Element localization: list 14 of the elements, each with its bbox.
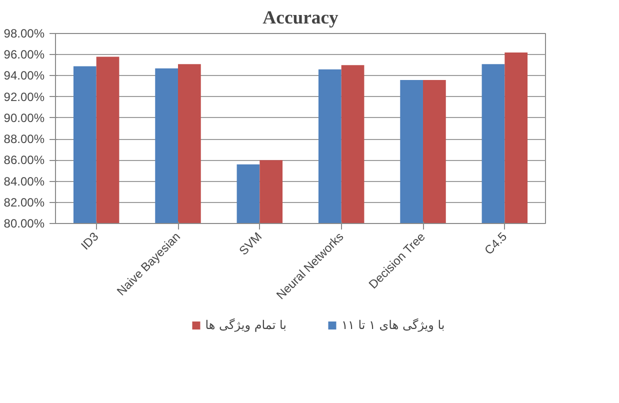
chart-title: Accuracy: [262, 8, 339, 28]
y-tick-label: 94.00%: [4, 68, 45, 83]
y-tick-label: 86.00%: [4, 153, 45, 168]
y-tick-label: 82.00%: [4, 195, 45, 210]
y-tick-label: 80.00%: [4, 216, 45, 230]
y-tick-label: 88.00%: [4, 132, 45, 146]
x-tick-label: ID3: [78, 229, 102, 253]
legend-label: با تمام ویژگی ها: [205, 318, 286, 332]
y-tick-label: 98.00%: [4, 26, 45, 40]
legend-label: با ویژگی های ١ تا ١١: [342, 318, 445, 332]
y-tick-label: 84.00%: [4, 174, 45, 188]
y-tick-label: 92.00%: [4, 90, 45, 104]
y-tick-label: 90.00%: [4, 110, 45, 125]
y-tick-label: 96.00%: [4, 48, 45, 62]
